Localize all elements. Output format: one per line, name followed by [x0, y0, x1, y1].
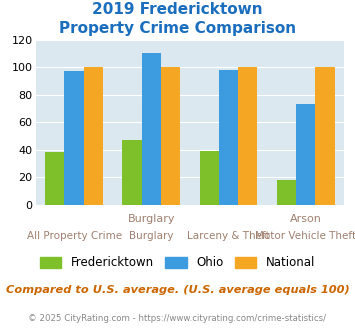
Text: Burglary: Burglary: [127, 214, 175, 224]
Text: All Property Crime: All Property Crime: [27, 231, 122, 241]
Text: 2019 Fredericktown: 2019 Fredericktown: [92, 2, 263, 16]
Text: Arson: Arson: [290, 214, 322, 224]
Bar: [122, 140, 142, 205]
Text: Motor Vehicle Theft: Motor Vehicle Theft: [255, 231, 355, 241]
Bar: [277, 180, 296, 205]
Bar: [238, 67, 257, 205]
Legend: Fredericktown, Ohio, National: Fredericktown, Ohio, National: [35, 252, 320, 274]
Text: Property Crime Comparison: Property Crime Comparison: [59, 21, 296, 36]
Bar: [84, 67, 103, 205]
Bar: [315, 67, 335, 205]
Text: © 2025 CityRating.com - https://www.cityrating.com/crime-statistics/: © 2025 CityRating.com - https://www.city…: [28, 314, 327, 323]
Text: Larceny & Theft: Larceny & Theft: [187, 231, 270, 241]
Text: Compared to U.S. average. (U.S. average equals 100): Compared to U.S. average. (U.S. average …: [6, 285, 349, 295]
Bar: [219, 70, 238, 205]
Bar: [45, 152, 65, 205]
Bar: [200, 151, 219, 205]
Bar: [296, 104, 315, 205]
Text: Burglary: Burglary: [129, 231, 174, 241]
Bar: [161, 67, 180, 205]
Bar: [65, 71, 84, 205]
Bar: [142, 53, 161, 205]
